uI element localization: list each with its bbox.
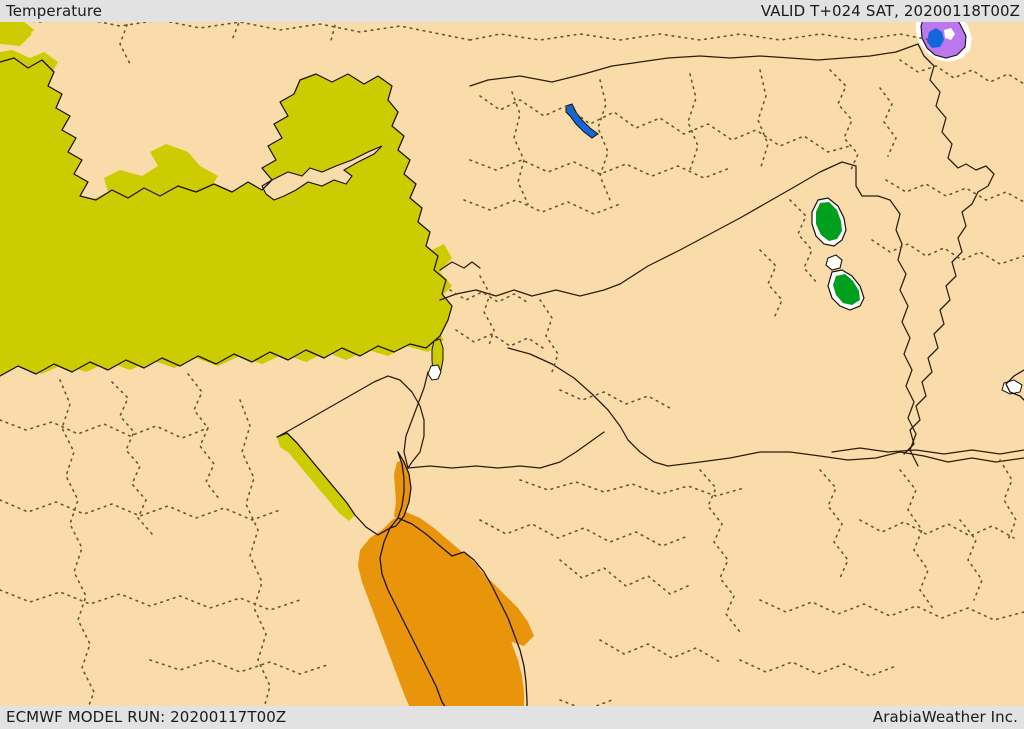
- national-borders-layer: [276, 43, 1024, 469]
- dotted-jordan-2: [455, 329, 547, 351]
- sea-bands-layer: [0, 0, 1023, 708]
- attribution-label: ArabiaWeather Inc.: [872, 708, 1018, 726]
- dotted-saudi-7: [759, 599, 1024, 621]
- coastline-sinai-east: [389, 451, 412, 529]
- dotted-turkey-3: [119, 0, 131, 65]
- border-saudi-bottom-right: [831, 447, 1024, 455]
- page-title: Temperature: [6, 2, 103, 20]
- dotted-iraq-3: [899, 59, 1024, 85]
- red-sea-main-body: [358, 524, 524, 708]
- footer-bar: ECMWF MODEL RUN: 20200117T00Z ArabiaWeat…: [0, 706, 1024, 729]
- dotted-saudi-2: [699, 469, 741, 633]
- border-turkey-syria-iraq: [487, 43, 919, 83]
- dotted-syria-2: [511, 91, 529, 205]
- dotted-jordan-1: [449, 289, 531, 305]
- zagros-green-patches: [811, 197, 865, 311]
- dotted-iraq-4: [885, 179, 1024, 203]
- dotted-saudi-9: [599, 639, 721, 663]
- dotted-egypt-2: [187, 373, 221, 501]
- header-bar: Temperature VALID T+024 SAT, 20200118T00…: [0, 0, 1024, 22]
- dotted-saudi-4: [559, 559, 693, 595]
- lake-assad: [565, 103, 599, 139]
- border-jordan-saudi: [507, 347, 669, 467]
- caucasus-blue-core: [927, 28, 944, 48]
- dotted-saudi-8: [739, 659, 897, 677]
- dotted-iraq-7: [759, 249, 783, 319]
- dotted-turkey-2: [469, 33, 931, 41]
- dotted-jordan-3: [479, 275, 495, 349]
- dotted-egypt-5: [0, 589, 301, 611]
- dotted-saudi-12: [959, 519, 983, 601]
- dotted-saudi-3: [479, 519, 689, 547]
- zagros-green-patch-south: [833, 274, 860, 305]
- dotted-egypt-3: [0, 419, 209, 439]
- border-syria-iraq: [619, 161, 891, 285]
- coastline-layer: [0, 57, 1024, 709]
- model-run-label: ECMWF MODEL RUN: 20200117T00Z: [6, 708, 287, 726]
- coastline-right-edge: [1005, 369, 1024, 401]
- dotted-syria-1: [479, 95, 851, 153]
- border-jordan-saudi-south: [407, 431, 605, 469]
- zagros-green-patch-north: [816, 202, 842, 241]
- dotted-egypt-4: [0, 499, 281, 521]
- dotted-saudi-11: [999, 459, 1017, 541]
- border-egypt-sinai-west: [276, 375, 425, 469]
- coastline-sinai-west: [276, 432, 405, 536]
- provincial-borders-layer: [0, 0, 1024, 711]
- dotted-egypt-8: [149, 659, 331, 675]
- border-iran-iraq: [903, 43, 995, 455]
- dotted-iraq-2: [879, 87, 897, 157]
- dotted-syria-7: [463, 199, 621, 215]
- caucasus-small-white-notch: [944, 28, 955, 40]
- dotted-egypt-1: [111, 381, 153, 535]
- cyprus-island: [261, 145, 383, 201]
- dotted-saudi-1: [519, 479, 745, 497]
- border-iraq-saudi: [667, 451, 1024, 467]
- gulf-of-suez-band: [277, 433, 355, 521]
- dotted-saudi-13: [859, 519, 1015, 539]
- dotted-egypt-7: [239, 399, 271, 709]
- border-turkey-west-leg: [469, 79, 489, 87]
- zagros-white-speck: [825, 254, 843, 271]
- coastline-red-sea-east: [397, 517, 528, 709]
- mediterranean-main-band: [0, 58, 452, 376]
- coastline-egypt-north: [0, 335, 441, 377]
- dotted-iraq-5: [789, 199, 819, 285]
- valid-time-label: VALID T+024 SAT, 20200118T00Z: [760, 2, 1020, 20]
- dotted-jordan-5: [559, 389, 671, 409]
- border-lebanon-syria: [439, 261, 481, 271]
- border-syria-jordan: [439, 283, 621, 301]
- dotted-syria-6: [469, 159, 731, 179]
- dotted-iraq-6: [871, 239, 1024, 265]
- coastline-anatolia-levant: [0, 57, 453, 337]
- border-iraq-kuwait: [889, 199, 919, 467]
- dotted-syria-5: [757, 69, 769, 171]
- coastline-red-sea-west: [379, 527, 447, 709]
- dotted-syria-3: [597, 79, 611, 201]
- dotted-egypt-6: [59, 379, 95, 709]
- dotted-saudi-5: [819, 469, 849, 579]
- dotted-jordan-4: [539, 299, 559, 373]
- border-egypt-israel: [403, 371, 429, 469]
